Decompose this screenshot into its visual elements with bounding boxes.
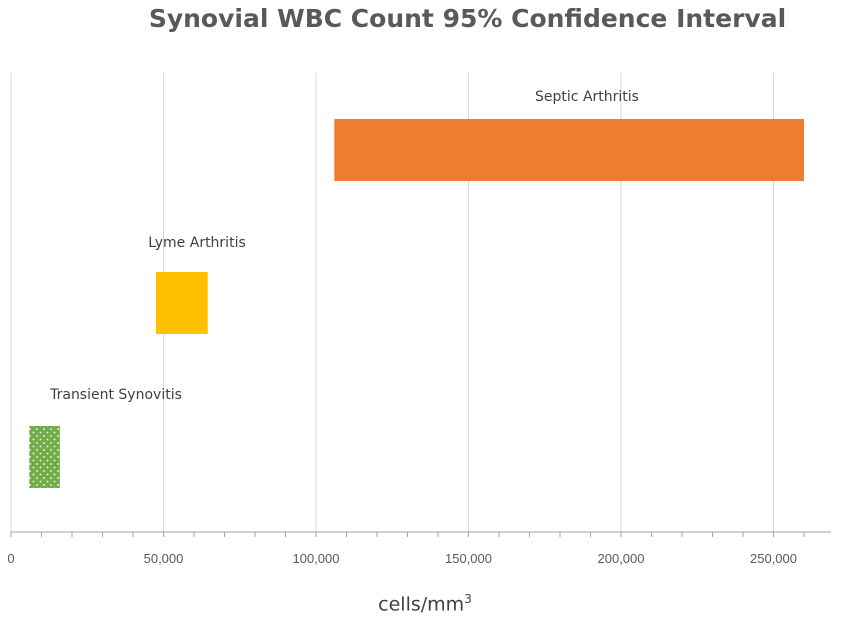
bar-label: Septic Arthritis [535, 89, 639, 105]
x-axis [10, 531, 831, 537]
chart-title: Synovial WBC Count 95% Confidence Interv… [148, 4, 787, 33]
bar-transient-synovitis [29, 426, 60, 488]
x-tick-label: 150,000 [445, 551, 492, 566]
x-tick-label: 250,000 [750, 551, 797, 566]
x-tick-label: 50,000 [144, 551, 184, 566]
bar-label: Transient Synovitis [49, 387, 182, 403]
bar-septic-arthritis [334, 119, 804, 181]
x-axis-unit: cells/mm [378, 593, 465, 616]
bars [29, 119, 804, 488]
x-axis-unit-exponent: 3 [464, 592, 472, 606]
bar-lyme-arthritis [155, 272, 208, 334]
x-tick-label: 200,000 [598, 551, 645, 566]
bar-label: Lyme Arthritis [148, 235, 246, 251]
x-tick-labels: 0 50,000 100,000 150,000 200,000 250,000 [7, 551, 797, 566]
x-tick-label: 0 [7, 551, 14, 566]
bar-labels: Septic Arthritis Lyme Arthritis Transient … [49, 89, 639, 403]
x-tick-label: 100,000 [293, 551, 340, 566]
x-axis-title: cells/mm3 [0, 592, 850, 615]
